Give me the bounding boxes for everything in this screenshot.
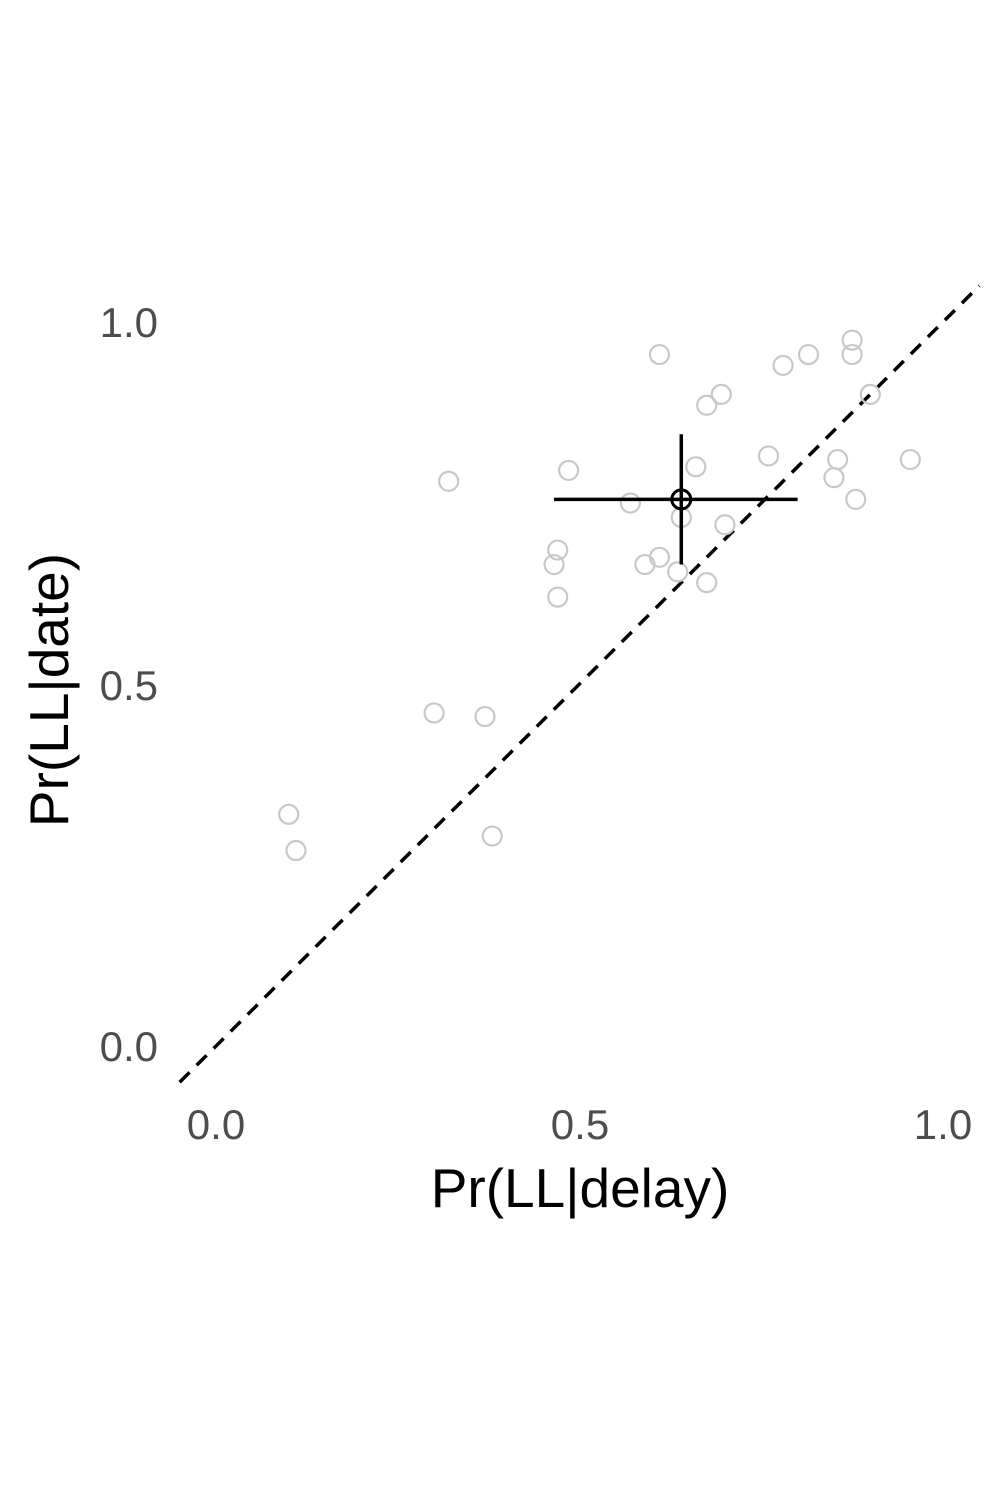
data-point xyxy=(685,456,707,478)
data-point xyxy=(696,572,718,594)
data-point xyxy=(474,705,496,728)
data-point xyxy=(696,394,718,416)
data-point xyxy=(634,553,656,576)
y-tick-labels: 0.0 0.5 1.0 xyxy=(100,299,158,1070)
data-point xyxy=(772,354,794,377)
data-point xyxy=(547,539,569,561)
data-point xyxy=(710,383,732,405)
data-point xyxy=(714,514,736,536)
x-tick-labels: 0.0 0.5 1.0 xyxy=(187,1101,972,1148)
data-point xyxy=(797,343,820,366)
data-point xyxy=(899,448,921,471)
data-point xyxy=(547,586,569,608)
data-point xyxy=(667,561,689,583)
data-point xyxy=(481,825,503,847)
data-point xyxy=(826,448,849,471)
y-tick-label: 0.5 xyxy=(100,662,158,709)
data-point xyxy=(557,459,580,482)
y-axis-title: Pr(LL|date) xyxy=(18,553,80,827)
x-tick-label: 0.5 xyxy=(551,1101,609,1148)
y-tick-label: 1.0 xyxy=(100,299,158,346)
data-point xyxy=(823,467,845,489)
summary-point xyxy=(670,488,693,511)
data-point xyxy=(757,445,780,467)
reference-layer xyxy=(178,284,981,1084)
x-tick-label: 1.0 xyxy=(914,1101,972,1148)
x-tick-label: 0.0 xyxy=(187,1101,245,1148)
data-point xyxy=(285,839,307,862)
data-point xyxy=(859,383,881,405)
data-point xyxy=(845,488,867,510)
data-point xyxy=(841,329,863,351)
summary-layer xyxy=(554,434,798,565)
data-point xyxy=(278,803,300,825)
data-point xyxy=(648,343,671,366)
data-point xyxy=(543,553,565,576)
x-axis-title: Pr(LL|delay) xyxy=(431,1157,730,1219)
data-point xyxy=(438,470,460,492)
data-point xyxy=(841,343,863,366)
data-point xyxy=(648,546,671,568)
y-tick-label: 0.0 xyxy=(100,1023,158,1070)
data-point xyxy=(423,702,445,724)
data-point xyxy=(619,492,641,514)
identity-reference-line xyxy=(178,284,981,1084)
points-layer xyxy=(278,329,921,862)
